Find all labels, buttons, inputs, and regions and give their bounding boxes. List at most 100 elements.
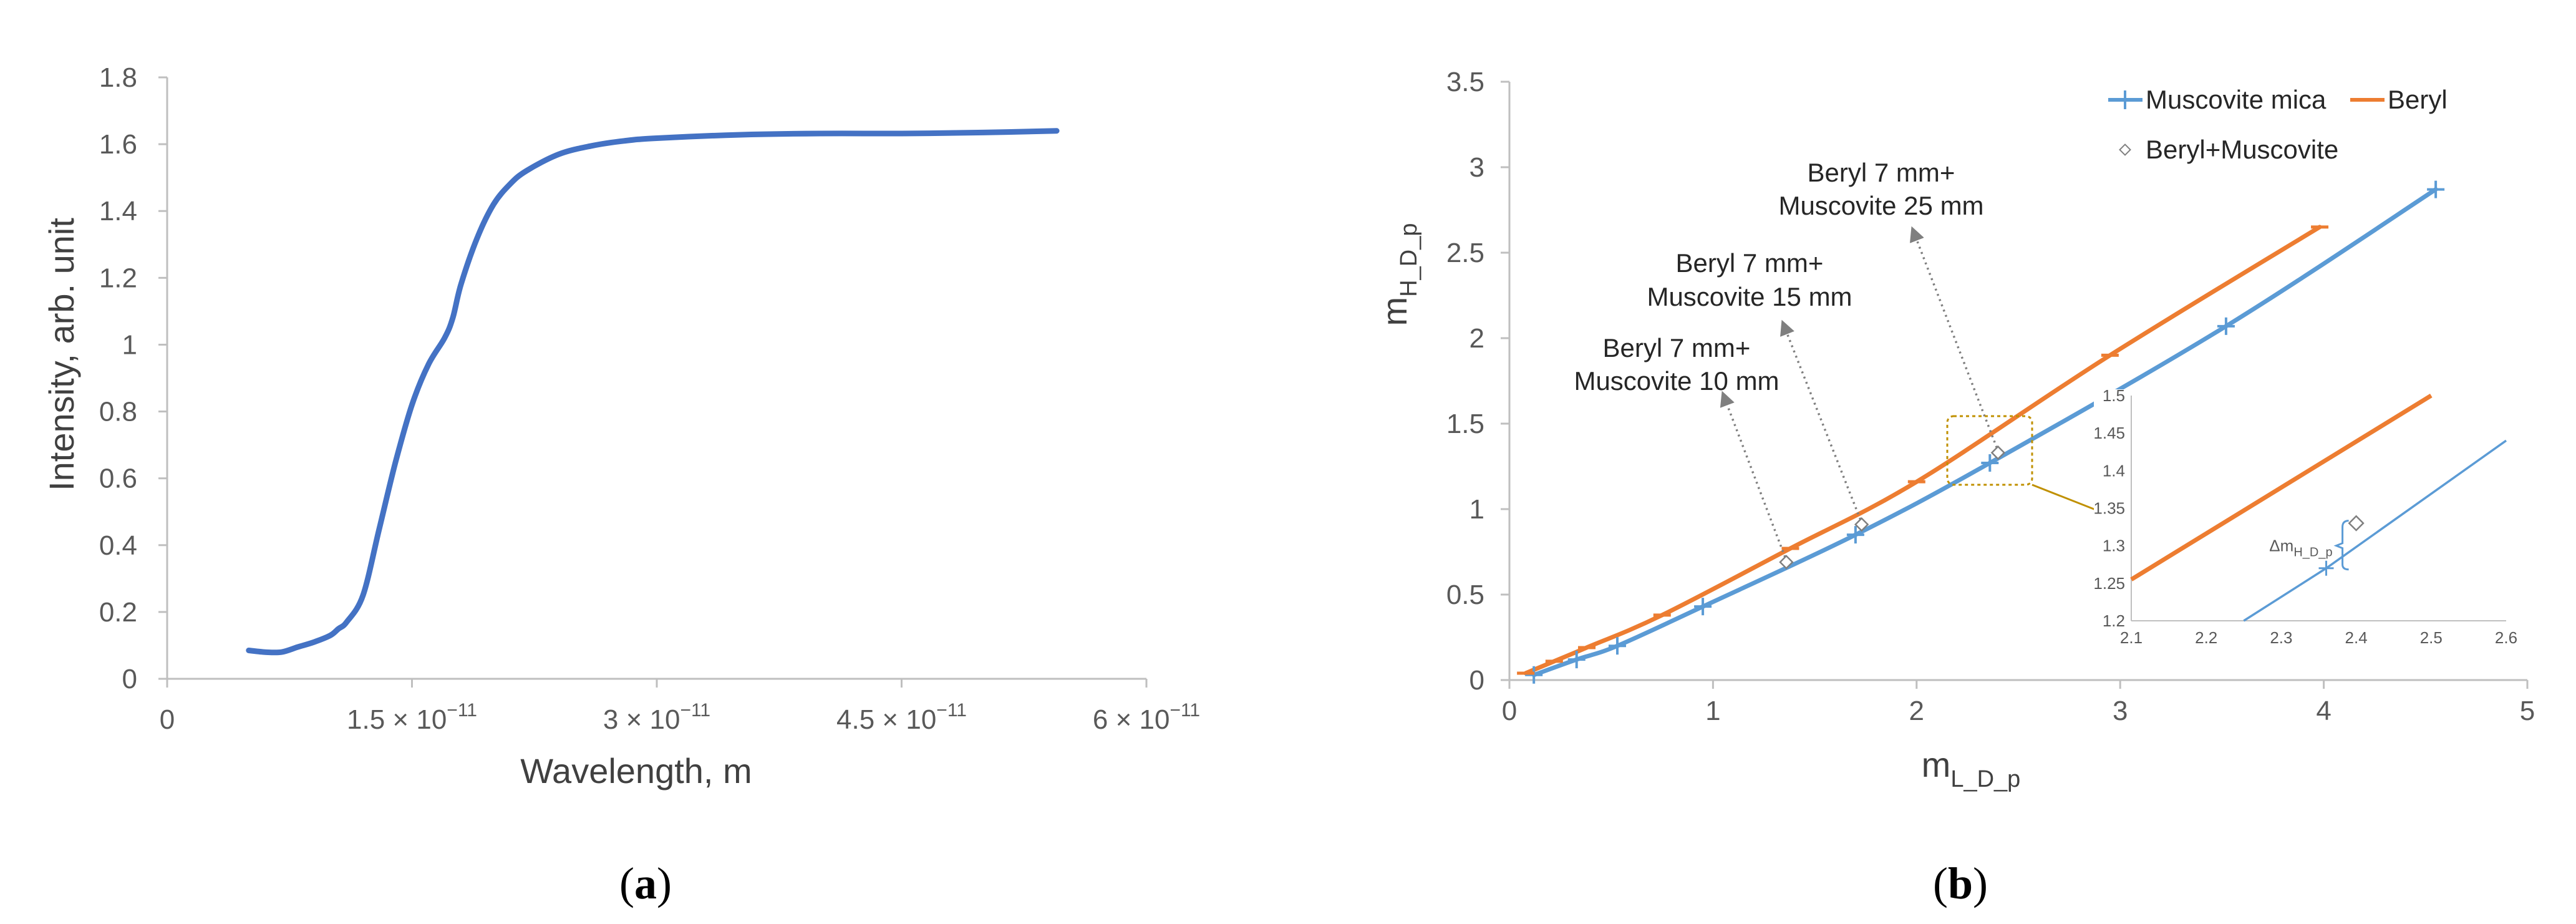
annotation-line2: Muscovite 15 mm [1647,282,1852,311]
x-axis-label-b: mL_D_p [1922,745,2021,792]
data-point-muscovite [1846,526,1864,544]
series-group-b [1517,180,2445,684]
y-tick-label-b: 2.5 [1446,238,1484,268]
annotation-line1: Beryl 7 mm+ [1676,248,1824,278]
x-tick-label-b: 2 [1909,696,1924,726]
data-point-beryl-muscovite [1779,555,1794,570]
annotation-line2: Muscovite 10 mm [1574,366,1779,396]
x-axis-label-b-sub: L_D_p [1950,766,2020,792]
x-tick-label-b: 3 [2113,696,2128,726]
axes-b [1508,82,2527,681]
y-tick-label-b: 1 [1470,494,1484,525]
x-tick-label-a: 3 × 10−11 [603,700,710,735]
y-ticks-a: 0 0.2 0.4 0.6 0.8 1 1.2 1.4 1.6 1.8 [99,62,167,694]
data-point-muscovite [1567,651,1586,669]
legend-item-beryl: Beryl [2350,85,2448,114]
y-tick-label-b: 2 [1470,323,1484,354]
data-point-muscovite [1981,454,1999,472]
data-point-muscovite [1608,637,1626,655]
panel-label-b: (b) [1933,858,1988,908]
inset-y-tick-label: 1.3 [2103,537,2125,555]
inset-zoom-chart: 1.2 1.25 1.3 1.35 1.4 1.45 1.5 2.1 2.2 2.3 2.4 2.5 2… [2093,386,2525,652]
data-point-muscovite [2427,180,2445,198]
annotations-b: Beryl 7 mm+ Muscovite 10 mm Beryl 7 mm+ Mus… [1574,158,1998,558]
y-tick-label-a: 1.8 [99,62,137,93]
y-axis-label-b-sub: H_D_p [1396,223,1422,297]
y-tick-label-b: 0.5 [1446,580,1484,610]
data-point-beryl-muscovite [1854,517,1869,532]
y-axis-label-a: Intensity, arb. unit [42,218,81,491]
annotation-line1: Beryl 7 mm+ [1808,158,1955,187]
x-tick-label-a: 6 × 10−11 [1093,700,1200,735]
x-tick-label-a: 0 [160,704,175,735]
annotation-line2: Muscovite 25 mm [1778,191,1983,220]
data-point-beryl-muscovite [1990,445,2006,460]
inset-x-tick-label: 2.2 [2195,628,2217,647]
inset-x-tick-label: 2.4 [2345,628,2368,647]
annotation-1: Beryl 7 mm+ Muscovite 10 mm [1574,333,1786,558]
annotation-arrow [1909,226,1998,449]
x-ticks-b: 0 1 2 3 4 5 [1502,680,2535,726]
inset-muscovite-marker [2318,560,2334,576]
x-tick-label-b: 5 [2520,696,2535,726]
inset-y-tick-label: 1.4 [2103,461,2125,480]
y-tick-label-a: 1 [122,329,137,360]
x-axis-label-a: Wavelength, m [520,751,752,790]
panel-letter-b: b [1948,858,1973,908]
x-tick-label-b: 0 [1502,696,1517,726]
x-tick-label-b: 4 [2316,696,2331,726]
inset-x-tick-label: 2.1 [2120,628,2143,647]
data-point-muscovite [1525,666,1543,684]
y-tick-label-a: 0.6 [99,464,137,494]
x-axis-label-b-main: m [1922,745,1951,784]
x-tick-label-b: 1 [1705,696,1720,726]
series-line-intensity [246,128,1060,656]
panel-letter-a: a [634,858,657,908]
legend-label-beryl: Beryl [2388,85,2448,114]
x-tick-label-a: 1.5 × 10−11 [347,700,477,735]
inset-diamond-marker [2348,515,2365,532]
annotation-2: Beryl 7 mm+ Muscovite 15 mm [1647,248,1862,520]
y-tick-label-b: 3 [1470,152,1484,183]
y-tick-label-a: 0 [122,664,137,694]
inset-delta-brace [2333,520,2349,571]
y-tick-label-a: 1.2 [99,263,137,293]
x-ticks-a: 0 1.5 × 10−11 3 × 10−11 4.5 × 10−11 6 × 10−1… [160,679,1200,735]
inset-x-tick-label: 2.5 [2420,628,2443,647]
legend-label-muscovite: Muscovite mica [2146,85,2327,114]
axes-a [166,77,1146,680]
legend-item-muscovite: Muscovite mica [2108,85,2327,114]
x-tick-label-a: 4.5 × 10−11 [836,700,967,735]
y-ticks-b: 0 0.5 1 1.5 2 2.5 3 3.5 [1446,67,1509,696]
y-tick-label-a: 0.8 [99,397,137,427]
inset-y-tick-label: 1.2 [2103,611,2125,630]
y-tick-label-b: 0 [1470,665,1484,696]
legend-label-beryl-muscovite: Beryl+Muscovite [2146,135,2338,164]
inset-beryl-line [2130,394,2433,581]
annotation-arrow [1780,319,1862,520]
inset-background [2094,389,2525,652]
chart-panel-a: 0 0.2 0.4 0.6 0.8 1 1.2 1.4 1.6 1.8 0 1.5 × 10−11 3… [42,62,1200,908]
y-axis-label-b: mH_D_p [1375,223,1422,326]
inset-y-tick-label: 1.35 [2093,499,2125,518]
data-point-muscovite [1694,598,1712,616]
y-tick-label-a: 1.6 [99,129,137,160]
inset-y-tick-label: 1.25 [2093,574,2125,593]
annotation-line1: Beryl 7 mm+ [1603,333,1751,362]
legend-b: Muscovite mica Beryl Beryl+Muscovite [2108,85,2448,164]
zoom-region-box [1946,415,2033,486]
inset-y-tick-label: 1.5 [2103,386,2125,405]
y-tick-label-b: 3.5 [1446,67,1484,97]
y-tick-label-b: 1.5 [1446,409,1484,439]
inset-delta-label: ΔmH_D_p [2269,537,2332,560]
inset-x-tick-label: 2.6 [2495,628,2517,647]
y-axis-label-b-main: m [1375,297,1414,326]
data-point-muscovite [2217,317,2235,335]
legend-item-beryl-muscovite: Beryl+Muscovite [2119,135,2338,164]
series-line-muscovite [1531,187,2438,678]
annotation-3: Beryl 7 mm+ Muscovite 25 mm [1778,158,1998,449]
y-tick-label-a: 0.2 [99,597,137,628]
y-tick-label-a: 1.4 [99,196,137,226]
chart-panel-b: 0 0.5 1 1.5 2 2.5 3 3.5 0 1 2 3 4 5 Beryl 7 mm+ Musco… [1375,67,2535,908]
